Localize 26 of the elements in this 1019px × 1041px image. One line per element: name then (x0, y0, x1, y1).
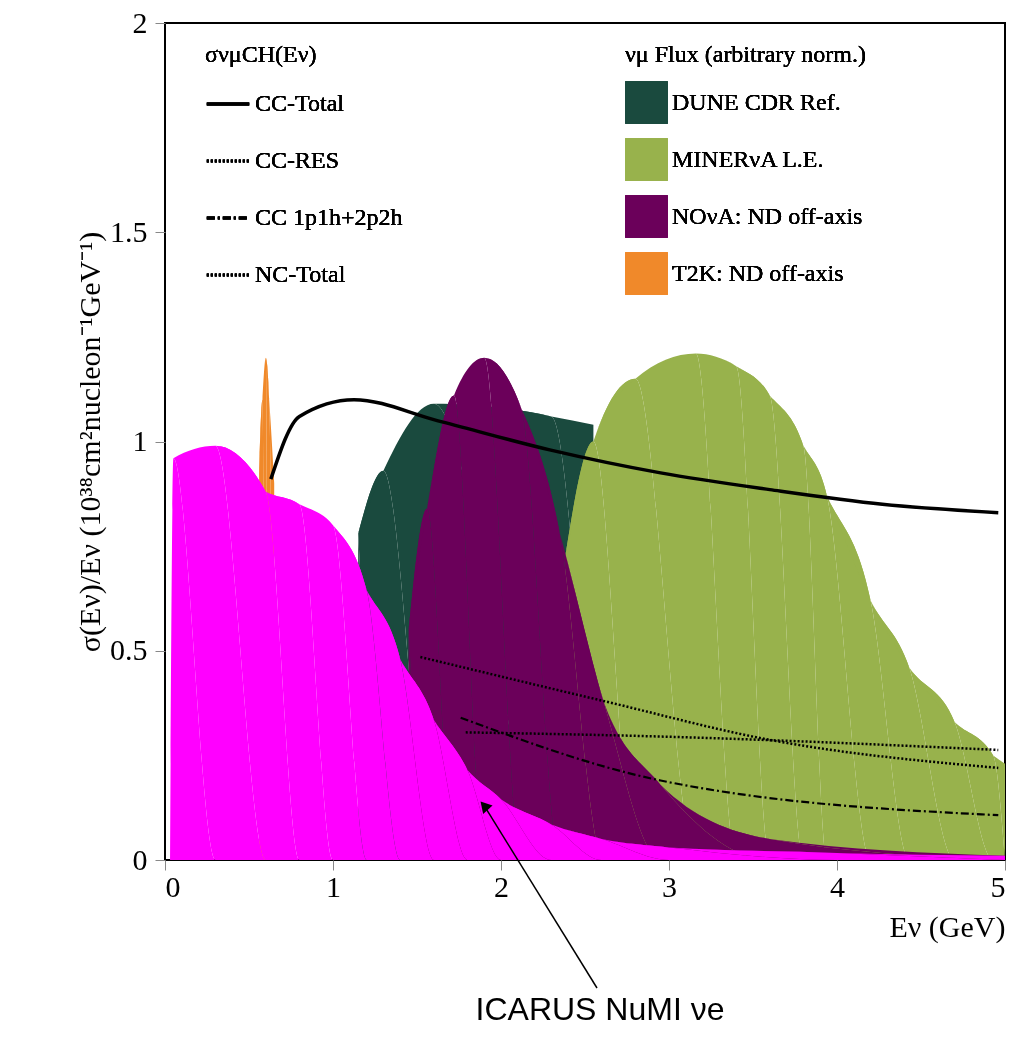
line-series (419, 655, 1000, 770)
x-axis-title: Eν (GeV) (889, 909, 1006, 944)
annotation: νμ Flux (arbitrary norm.) (625, 41, 866, 67)
legend-label: CC 1p1h+2p2h (255, 204, 403, 230)
legend-label: CC-Total (255, 90, 345, 116)
legend-label: MINERνA L.E. (672, 145, 824, 172)
legend-title: σνμCH(Eν) (205, 41, 317, 67)
legend-label: NOνA: ND off-axis (672, 202, 863, 229)
y-axis-title: σ(Eν)/Eν (10³⁸cm²nucleon⁻¹GeV⁻¹) (73, 231, 107, 653)
annotation: ICARUS NuMI νe (475, 991, 725, 1027)
y-tick-label: 0 (132, 842, 148, 876)
y-tick-label: 1.5 (110, 214, 148, 248)
legend-label: T2K: ND off-axis (672, 259, 844, 286)
line-series (269, 397, 1001, 515)
y-tick-label: 0.5 (110, 633, 148, 667)
x-tick-label: 2 (494, 869, 509, 903)
y-tick-label: 2 (132, 5, 148, 39)
x-tick-label: 1 (326, 869, 341, 903)
y-tick-label: 1 (132, 424, 148, 457)
legend-label: CC-RES (255, 147, 340, 173)
x-tick-label: 4 (830, 869, 845, 903)
x-tick-label: 3 (662, 869, 677, 903)
x-tick-label: 0 (165, 869, 181, 903)
legend-label: NC-Total (255, 261, 346, 287)
x-tick-label: 5 (990, 869, 1006, 903)
legend-label: DUNE CDR Ref. (672, 88, 841, 115)
